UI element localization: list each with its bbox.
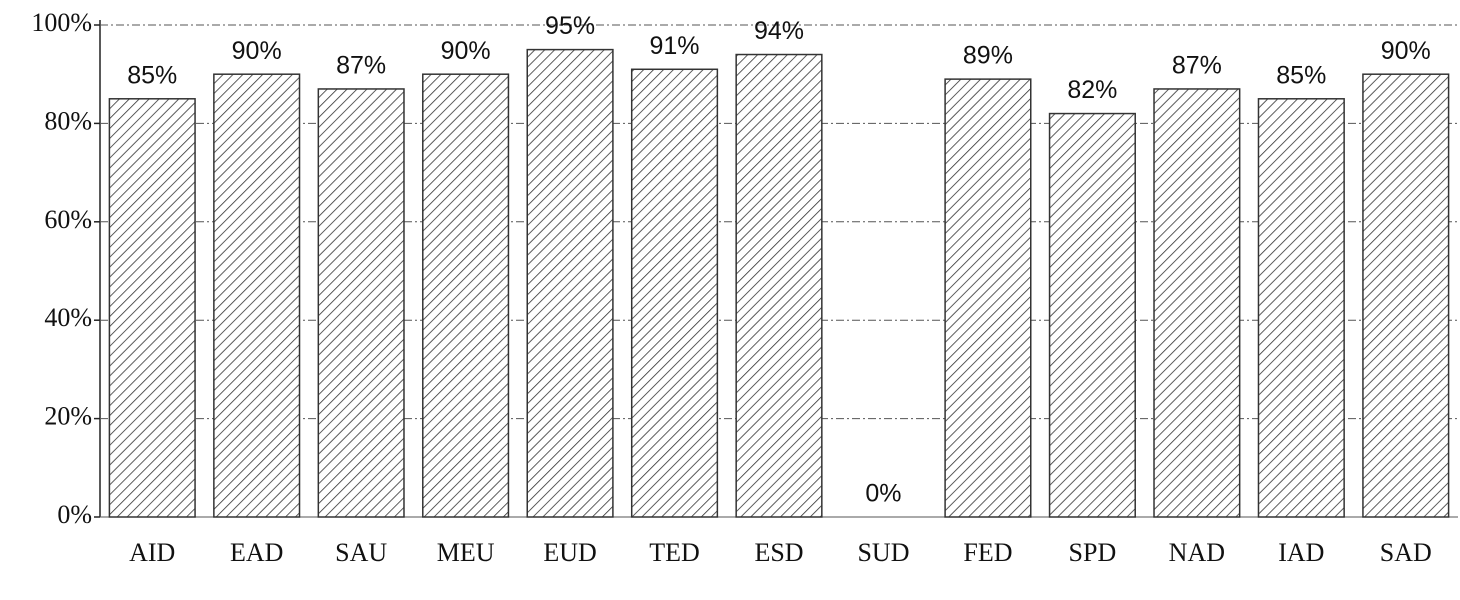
y-tick-label: 0% <box>57 500 92 529</box>
bar <box>944 78 1032 518</box>
value-label: 94% <box>754 17 804 45</box>
value-label: 90% <box>441 37 491 65</box>
y-tick-label: 60% <box>44 205 92 234</box>
value-label: 90% <box>232 37 282 65</box>
bar <box>1153 88 1241 518</box>
value-label: 91% <box>650 32 700 60</box>
value-label: 0% <box>865 480 901 508</box>
value-label: 85% <box>127 61 177 89</box>
x-tick-label: IAD <box>1278 538 1324 567</box>
x-tick-label: SPD <box>1069 538 1117 567</box>
x-tick-label: SUD <box>857 538 909 567</box>
x-tick-label: SAD <box>1380 538 1432 567</box>
x-tick-label: ESD <box>754 538 803 567</box>
value-label: 95% <box>545 12 595 40</box>
x-tick-label: EUD <box>543 538 596 567</box>
bar <box>526 48 614 518</box>
x-tick-label: AID <box>129 538 175 567</box>
value-label: 87% <box>336 52 386 80</box>
value-label: 82% <box>1067 76 1117 104</box>
bar <box>735 53 823 518</box>
x-tick-label: FED <box>963 538 1012 567</box>
x-tick-label: SAU <box>335 538 387 567</box>
bar <box>1257 98 1345 518</box>
y-tick-label: 20% <box>44 402 92 431</box>
x-tick-label: EAD <box>230 538 283 567</box>
x-tick-label: NAD <box>1169 538 1225 567</box>
bar <box>630 68 719 518</box>
bar <box>213 73 301 518</box>
bar <box>422 73 510 518</box>
bar <box>1048 112 1136 518</box>
value-label: 90% <box>1381 37 1431 65</box>
y-tick-label: 80% <box>44 106 92 135</box>
value-label: 87% <box>1172 52 1222 80</box>
x-tick-label: MEU <box>437 538 495 567</box>
y-tick-label: 100% <box>31 8 92 37</box>
bar <box>317 88 405 518</box>
bar <box>1362 73 1450 518</box>
value-label: 89% <box>963 42 1013 70</box>
y-tick-label: 40% <box>44 303 92 332</box>
bar <box>108 98 196 518</box>
x-tick-label: TED <box>649 538 700 567</box>
value-label: 85% <box>1276 61 1326 89</box>
